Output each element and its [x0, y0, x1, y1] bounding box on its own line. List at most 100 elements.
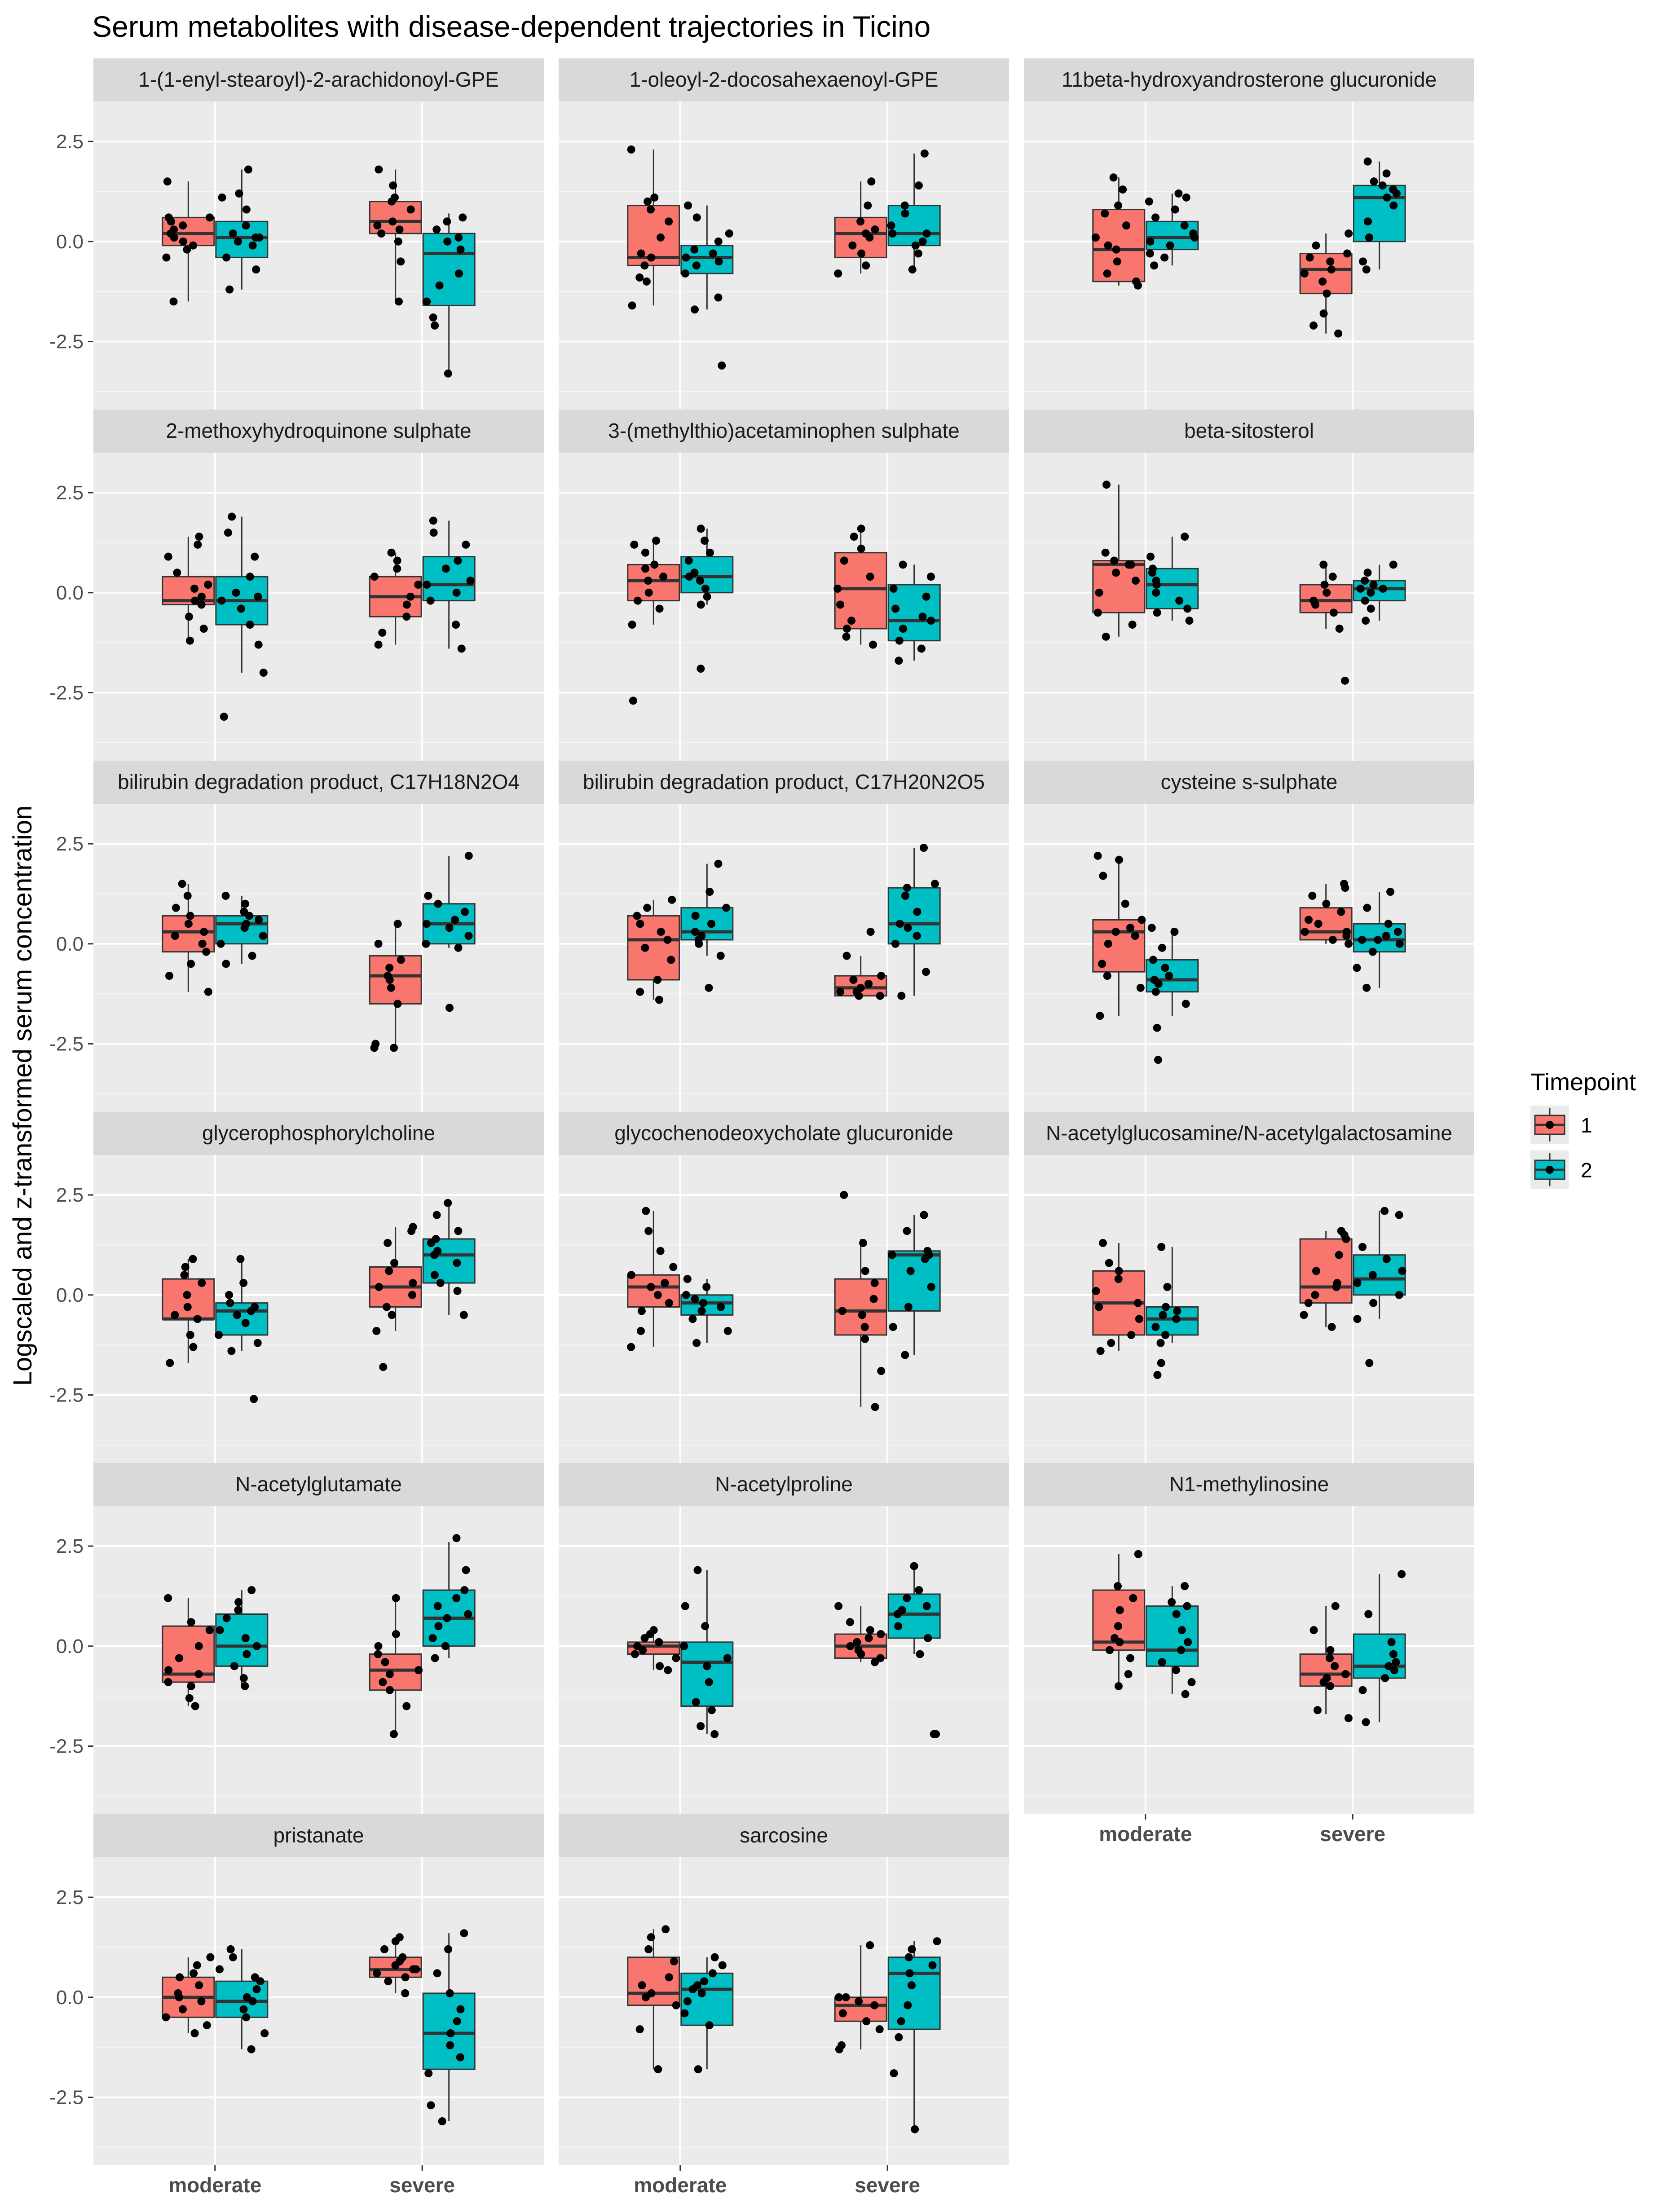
- data-point: [1309, 1626, 1318, 1635]
- data-point: [178, 2005, 187, 2014]
- data-point: [641, 548, 649, 557]
- box-iqr: [162, 1278, 215, 1320]
- data-point: [653, 1291, 662, 1299]
- box-iqr: [887, 584, 941, 642]
- data-point: [193, 1961, 201, 1970]
- data-point: [1328, 935, 1337, 944]
- data-point: [1092, 1287, 1100, 1295]
- data-point: [891, 939, 899, 948]
- data-point: [644, 197, 652, 206]
- data-point: [191, 1702, 199, 1710]
- data-point: [189, 241, 197, 250]
- y-tick-label: 0.0: [56, 1635, 84, 1657]
- data-point: [1099, 872, 1107, 880]
- data-point: [691, 912, 700, 920]
- data-point: [1174, 189, 1183, 198]
- data-point: [453, 1259, 461, 1267]
- data-point: [1361, 577, 1369, 585]
- data-point: [633, 912, 641, 920]
- data-point: [424, 2069, 433, 2078]
- data-point: [464, 851, 473, 860]
- box-group: [422, 1199, 476, 1319]
- data-point: [239, 1674, 248, 1683]
- data-point: [454, 1227, 463, 1235]
- data-point: [628, 301, 636, 310]
- box-group: [833, 524, 887, 649]
- box-group: [680, 1566, 734, 1738]
- data-point: [1147, 924, 1156, 932]
- data-point: [430, 1271, 439, 1279]
- legend: Timepoint 12: [1530, 1069, 1636, 1189]
- box-group: [1299, 560, 1353, 777]
- data-point: [221, 891, 230, 900]
- data-point: [393, 1000, 402, 1008]
- data-point: [1363, 903, 1371, 912]
- data-point: [202, 947, 211, 956]
- box-group: [887, 560, 941, 665]
- data-point: [716, 952, 725, 960]
- data-point: [163, 177, 172, 186]
- data-point: [183, 1303, 192, 1311]
- data-point: [1305, 916, 1313, 924]
- box-iqr: [627, 564, 680, 602]
- data-point: [1129, 1594, 1137, 1602]
- data-point: [409, 1223, 417, 1231]
- data-point: [703, 1662, 711, 1670]
- data-point: [242, 920, 251, 928]
- data-point: [229, 229, 237, 238]
- panel-background: [559, 101, 1009, 410]
- data-point: [629, 696, 637, 705]
- data-point: [718, 361, 726, 370]
- data-point: [1098, 1239, 1107, 1247]
- data-point: [1328, 573, 1337, 581]
- data-point: [665, 217, 673, 226]
- data-point: [242, 1993, 251, 2001]
- data-point: [242, 2013, 251, 2022]
- data-point: [1114, 1275, 1123, 1283]
- data-point: [926, 573, 935, 581]
- data-point: [917, 644, 926, 653]
- data-point: [857, 544, 865, 553]
- box-group: [1353, 888, 1406, 992]
- data-point: [183, 1291, 191, 1299]
- data-point: [1393, 928, 1402, 936]
- data-point: [190, 584, 198, 593]
- data-point: [842, 625, 851, 633]
- data-point: [234, 1598, 243, 1606]
- box-group: [369, 1223, 422, 1371]
- facet-strip-label: sarcosine: [740, 1824, 828, 1847]
- box-iqr: [369, 1653, 422, 1691]
- data-point: [1323, 1674, 1331, 1683]
- data-point: [875, 2025, 884, 2034]
- facet-strip: [559, 1814, 1009, 1857]
- data-point: [1109, 173, 1118, 182]
- y-tick-label: 2.5: [56, 482, 84, 504]
- data-point: [464, 1610, 472, 1618]
- data-point: [1320, 581, 1329, 589]
- data-point: [195, 1981, 203, 1990]
- y-tick-label: -2.5: [49, 1033, 84, 1055]
- data-point: [385, 964, 394, 972]
- data-point: [681, 1602, 689, 1610]
- data-point: [1326, 1646, 1335, 1654]
- data-point: [379, 1363, 388, 1371]
- data-point: [904, 924, 912, 932]
- data-point: [185, 1694, 194, 1702]
- data-point: [388, 1311, 396, 1319]
- facet-strip: [559, 1463, 1009, 1506]
- data-point: [663, 935, 672, 944]
- data-point: [860, 1323, 869, 1331]
- facet-panel: 3-(methylthio)acetaminophen sulphate: [559, 410, 1009, 761]
- data-point: [388, 217, 397, 226]
- data-point: [1395, 939, 1404, 948]
- x-category-label: severe: [389, 2173, 455, 2197]
- data-point: [1308, 891, 1317, 900]
- box-iqr: [627, 1956, 680, 2006]
- data-point: [1098, 960, 1107, 968]
- box-iqr: [627, 915, 680, 981]
- data-point: [888, 229, 897, 238]
- data-point: [1132, 277, 1141, 286]
- data-point: [1326, 1654, 1334, 1662]
- data-point: [628, 621, 636, 629]
- data-point: [427, 2101, 435, 2110]
